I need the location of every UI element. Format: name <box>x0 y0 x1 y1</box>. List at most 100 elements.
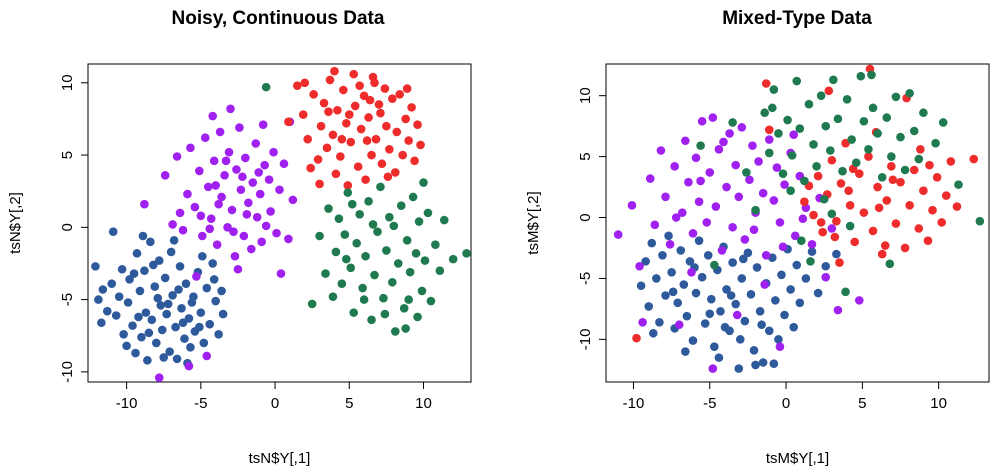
blue-point <box>658 250 667 260</box>
purple-point <box>645 174 655 183</box>
plot-frame <box>87 63 472 383</box>
red-point <box>845 201 855 210</box>
red-point <box>353 162 363 171</box>
blue-point <box>107 279 117 289</box>
green-point <box>809 140 818 149</box>
x-axis-label: tsN$Y[,1] <box>249 450 311 467</box>
blue-point <box>737 274 747 283</box>
series-purple <box>140 104 298 382</box>
green-point <box>417 286 427 296</box>
purple-point <box>168 220 177 229</box>
red-point <box>928 205 937 215</box>
purple-point <box>184 361 194 371</box>
blue-point <box>789 322 798 332</box>
purple-point <box>279 159 289 169</box>
green-point <box>764 148 774 158</box>
x-tick-label: 5 <box>858 395 866 412</box>
purple-point <box>758 188 768 198</box>
series-purple <box>613 113 864 373</box>
blue-point <box>177 303 186 313</box>
purple-point <box>728 222 737 232</box>
purple-point <box>780 180 789 189</box>
purple-point <box>790 231 800 241</box>
purple-point <box>854 296 864 305</box>
blue-point <box>151 338 161 348</box>
blue-point <box>214 330 223 339</box>
green-point <box>905 88 914 98</box>
purple-point <box>775 218 785 227</box>
green-point <box>819 194 829 204</box>
red-point <box>416 140 425 150</box>
purple-point <box>172 152 182 161</box>
green-point <box>887 152 896 161</box>
green-point <box>812 162 821 171</box>
red-point <box>836 179 846 188</box>
x-tick-label: -5 <box>703 395 716 412</box>
purple-point <box>203 182 213 192</box>
blue-point <box>108 227 118 236</box>
scatter-panel-left: Noisy, Continuous Data -10 -5 0 5 10 -10 -5 0 5 10… <box>7 8 472 467</box>
purple-point <box>190 202 200 212</box>
purple-point <box>214 199 223 209</box>
green-point <box>462 249 471 258</box>
red-point <box>880 241 890 250</box>
red-point <box>377 159 387 169</box>
red-point <box>937 218 946 227</box>
blue-point <box>706 294 716 304</box>
x-tick-label: 10 <box>930 395 947 412</box>
purple-point <box>754 157 763 166</box>
blue-point <box>140 266 149 276</box>
red-point <box>882 196 892 205</box>
blue-point <box>720 322 730 332</box>
red-point <box>632 333 641 343</box>
purple-point <box>276 269 286 278</box>
x-tick-label: 0 <box>271 395 279 412</box>
purple-point <box>665 240 675 249</box>
red-point <box>905 201 914 210</box>
red-point <box>854 169 864 178</box>
blue-point <box>198 251 207 261</box>
purple-point <box>183 189 192 199</box>
red-point <box>809 210 818 220</box>
purple-point <box>251 139 261 148</box>
blue-point <box>169 236 179 245</box>
green-point <box>331 247 341 257</box>
purple-point <box>740 235 750 244</box>
purple-point <box>205 224 215 234</box>
green-point <box>856 71 866 81</box>
blue-point <box>647 238 657 248</box>
blue-point <box>150 282 160 291</box>
green-point <box>411 249 421 258</box>
red-point <box>368 72 378 82</box>
green-point <box>891 92 901 102</box>
purple-point <box>677 208 687 217</box>
purple-point <box>827 224 837 233</box>
green-point <box>867 70 876 80</box>
green-point <box>368 220 378 229</box>
blue-point <box>160 273 170 283</box>
red-point <box>388 94 397 103</box>
green-point <box>774 129 783 138</box>
purple-point <box>160 171 170 180</box>
red-point <box>969 154 979 164</box>
purple-point <box>226 104 235 114</box>
red-point <box>325 75 335 85</box>
blue-point <box>673 298 683 308</box>
purple-point <box>202 351 212 361</box>
red-point <box>336 152 345 161</box>
purple-point <box>725 129 734 138</box>
y-axis-label: tsN$Y[,2] <box>7 192 24 254</box>
blue-point <box>111 311 121 320</box>
y-tick-label: 0 <box>577 213 594 221</box>
blue-point <box>98 285 108 294</box>
red-point <box>361 175 370 184</box>
blue-point <box>752 263 762 272</box>
purple-point <box>722 182 731 192</box>
y-tick-label: 0 <box>59 223 76 231</box>
red-point <box>356 124 366 134</box>
green-point <box>821 121 831 131</box>
blue-point <box>128 321 137 330</box>
purple-point <box>697 116 707 126</box>
purple-point <box>272 228 281 238</box>
blue-point <box>132 249 142 258</box>
